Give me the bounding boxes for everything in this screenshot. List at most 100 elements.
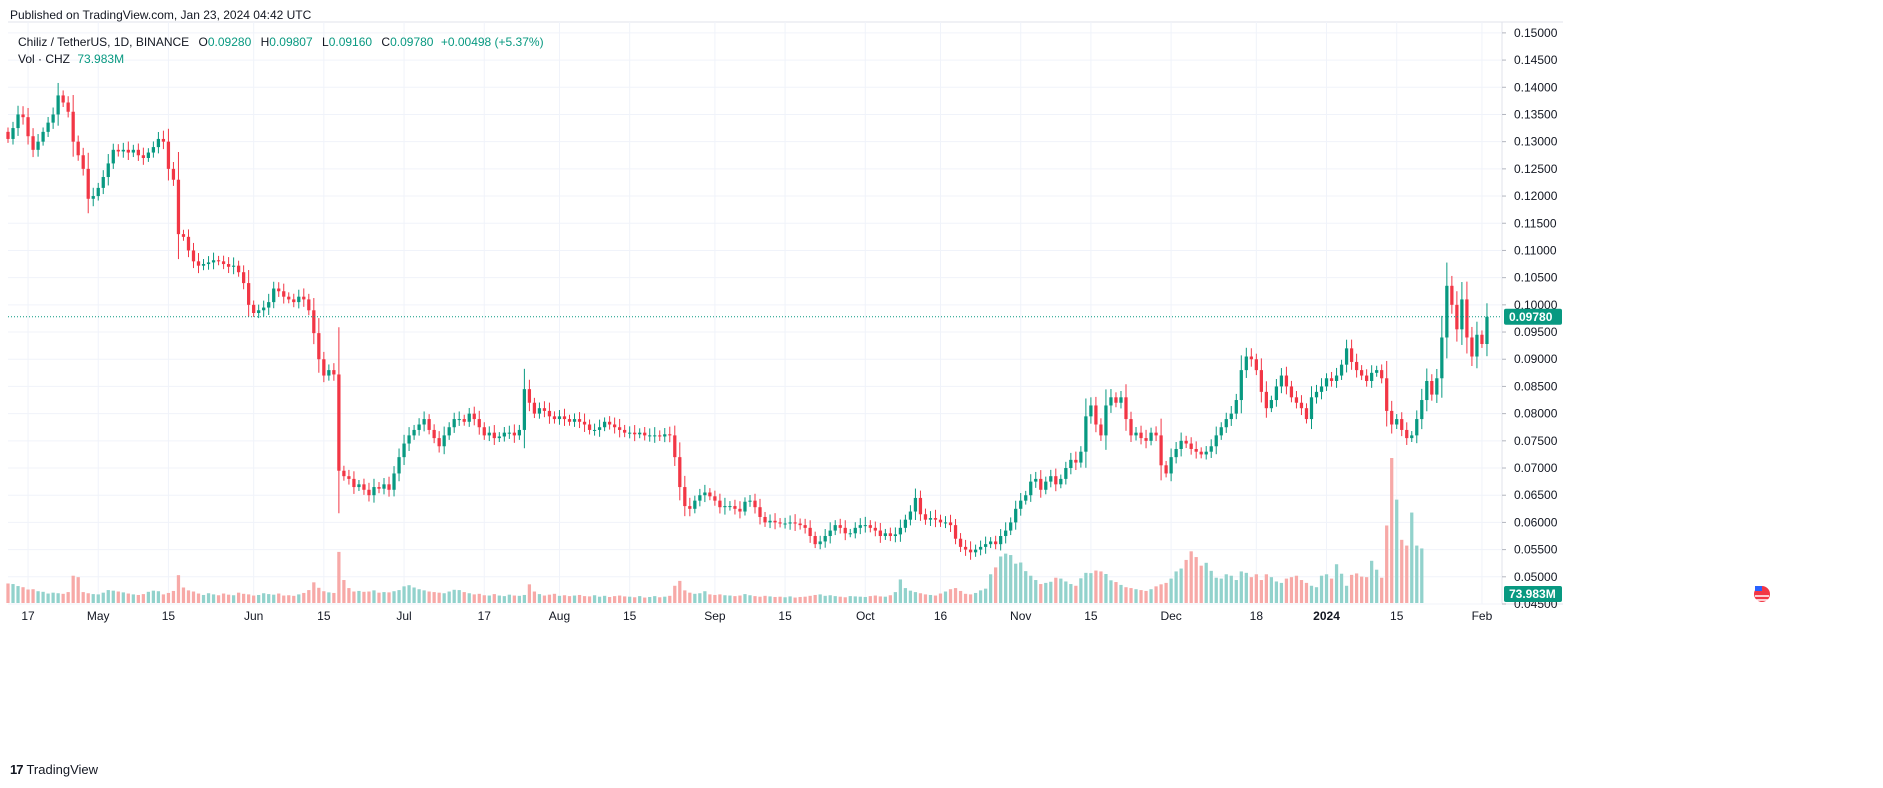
candle-body bbox=[1164, 465, 1168, 474]
candle-body bbox=[502, 432, 506, 437]
candle-body bbox=[758, 507, 762, 517]
volume-bar bbox=[1410, 512, 1414, 603]
candle-body bbox=[452, 419, 456, 428]
candle bbox=[733, 499, 737, 515]
candle bbox=[1129, 411, 1133, 442]
candle-body bbox=[1435, 378, 1439, 395]
candle-body bbox=[1119, 397, 1123, 403]
candle-body bbox=[602, 421, 607, 428]
y-tick-label: 0.15000 bbox=[1514, 26, 1558, 40]
volume-bar bbox=[1294, 575, 1299, 603]
price-axis: 0.15000 0.14500 0.14000 0.13500 0.13000 0.125… bbox=[1502, 26, 1558, 611]
volume-bar bbox=[1179, 568, 1183, 603]
candle-body bbox=[648, 435, 652, 437]
volume-bar bbox=[1204, 562, 1208, 603]
candle bbox=[186, 229, 191, 258]
candle bbox=[1390, 400, 1394, 434]
volume-bar bbox=[327, 592, 331, 603]
candle bbox=[1224, 412, 1228, 433]
volume-bar bbox=[713, 594, 717, 603]
volume-bar bbox=[1304, 582, 1309, 603]
candle bbox=[1244, 347, 1248, 378]
candle-body bbox=[1339, 364, 1344, 376]
volume-bar bbox=[267, 594, 271, 603]
candle bbox=[1329, 371, 1334, 387]
high-value: 0.09807 bbox=[269, 35, 313, 49]
volume-bar bbox=[186, 590, 191, 603]
candle bbox=[1435, 368, 1439, 403]
candle-body bbox=[743, 501, 747, 512]
candle-body bbox=[793, 522, 797, 524]
candle bbox=[1034, 471, 1038, 488]
candle-body bbox=[437, 438, 441, 447]
y-tick-label: 0.05000 bbox=[1514, 570, 1558, 584]
candle bbox=[487, 426, 491, 442]
volume-bar bbox=[572, 595, 577, 603]
symbol-title[interactable]: Chiliz / TetherUS, 1D, BINANCE bbox=[18, 35, 190, 49]
candle bbox=[1380, 364, 1384, 384]
candle-body bbox=[1084, 416, 1088, 452]
candle bbox=[1054, 468, 1058, 492]
volume-bar bbox=[813, 594, 817, 603]
candle-body bbox=[1309, 397, 1314, 420]
volume-bar bbox=[61, 593, 65, 603]
candle-body bbox=[1349, 348, 1354, 362]
candle-body bbox=[1134, 432, 1138, 436]
volume-bar bbox=[482, 595, 486, 603]
candle-body bbox=[808, 527, 812, 537]
candle-body bbox=[818, 541, 822, 545]
candle bbox=[252, 300, 256, 317]
y-tick-label: 0.06500 bbox=[1514, 488, 1558, 502]
volume-bar bbox=[1034, 580, 1038, 603]
volume-bar bbox=[131, 594, 135, 603]
us-flag-icon bbox=[1752, 584, 1772, 604]
tradingview-brand[interactable]: 17 TradingView bbox=[10, 762, 98, 777]
volume-bar bbox=[1079, 578, 1083, 603]
candle bbox=[1139, 425, 1143, 445]
volume-bar bbox=[628, 596, 632, 603]
volume-bar bbox=[1209, 570, 1213, 603]
y-tick-label: 0.12000 bbox=[1514, 189, 1558, 203]
candle bbox=[1149, 427, 1153, 446]
candle-body bbox=[673, 435, 677, 458]
candle-body bbox=[262, 307, 266, 311]
candle-body bbox=[1354, 361, 1359, 371]
candle bbox=[146, 148, 151, 162]
candle-body bbox=[1149, 432, 1153, 441]
volume-bar bbox=[242, 593, 246, 603]
candle bbox=[1154, 426, 1158, 442]
volume-bar bbox=[778, 596, 782, 603]
volume-bar bbox=[287, 595, 291, 603]
candle bbox=[532, 397, 537, 419]
candle bbox=[357, 479, 361, 491]
volume-bar bbox=[823, 595, 827, 603]
candle bbox=[1349, 339, 1354, 370]
candle-body bbox=[257, 310, 261, 313]
volume-bar bbox=[562, 595, 567, 603]
candle bbox=[728, 501, 732, 511]
candle-body bbox=[1450, 285, 1454, 305]
candle bbox=[903, 514, 908, 533]
candle-body bbox=[1094, 405, 1098, 425]
volume-title[interactable]: Vol · CHZ bbox=[18, 52, 71, 66]
volume-bar bbox=[452, 589, 456, 603]
candle-body bbox=[1299, 402, 1304, 409]
volume-bar bbox=[618, 595, 622, 603]
candle bbox=[607, 416, 612, 430]
volume-bar bbox=[818, 594, 822, 603]
candle-body bbox=[116, 149, 120, 152]
candle bbox=[121, 142, 125, 158]
candle-body bbox=[297, 296, 301, 303]
candle-body bbox=[176, 179, 181, 235]
volume-bar bbox=[678, 580, 682, 603]
volume-bar bbox=[457, 590, 461, 603]
candle bbox=[1269, 395, 1274, 413]
volume-bar bbox=[738, 595, 742, 603]
volume-bar bbox=[1395, 499, 1399, 603]
last-price-badge-bg bbox=[1504, 308, 1562, 325]
volume-bar bbox=[1099, 571, 1103, 603]
candle bbox=[1395, 414, 1399, 430]
candle-body bbox=[76, 141, 80, 156]
volume-bar bbox=[888, 595, 892, 603]
